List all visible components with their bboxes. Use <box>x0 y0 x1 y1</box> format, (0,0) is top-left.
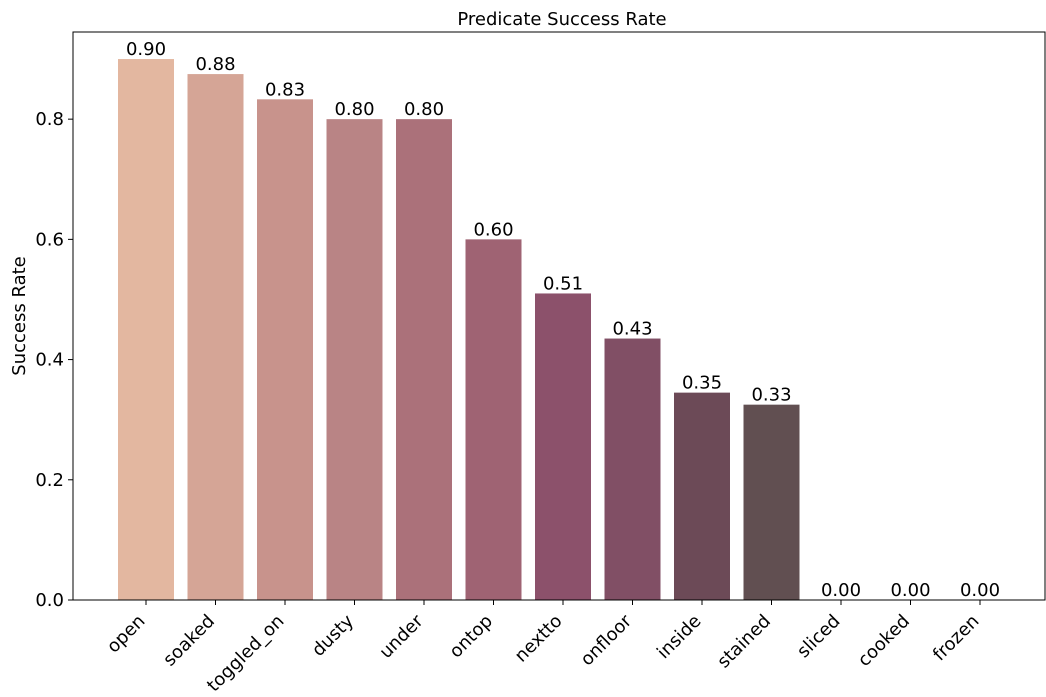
data-label-cooked: 0.00 <box>890 580 930 601</box>
bar-inside <box>674 392 730 600</box>
chart-title: Predicate Success Rate <box>457 9 666 30</box>
x-tick-label-sliced: sliced <box>793 611 844 662</box>
bar-toggled_on <box>257 99 313 601</box>
y-tick-label-0.4: 0.4 <box>35 350 64 371</box>
x-tick-label-under: under <box>375 610 428 663</box>
bar-open <box>118 59 174 601</box>
bar-dusty <box>326 119 383 600</box>
x-tick-label-inside: inside <box>653 611 706 664</box>
data-label-stained: 0.33 <box>751 385 791 406</box>
data-label-dusty: 0.80 <box>334 99 374 120</box>
x-tick-label-stained: stained <box>713 611 775 673</box>
data-label-soaked: 0.88 <box>195 54 235 75</box>
data-label-ontop: 0.60 <box>473 219 513 240</box>
data-label-open: 0.90 <box>126 39 166 60</box>
bar-onfloor <box>604 338 661 600</box>
x-tick-label-onfloor: onfloor <box>577 610 637 670</box>
data-label-inside: 0.35 <box>682 373 722 394</box>
bar-nextto <box>535 293 591 600</box>
data-label-toggled_on: 0.83 <box>265 79 305 100</box>
x-tick-label-nextto: nextto <box>511 611 567 667</box>
x-tick-label-frozen: frozen <box>929 611 984 666</box>
y-tick-label-0.8: 0.8 <box>35 109 64 130</box>
data-label-under: 0.80 <box>404 99 444 120</box>
x-tick-label-cooked: cooked <box>854 611 914 671</box>
data-label-frozen: 0.00 <box>960 580 1000 601</box>
y-tick-label-0.6: 0.6 <box>35 229 64 250</box>
x-tick-label-ontop: ontop <box>445 611 497 663</box>
y-tick-label-0.0: 0.0 <box>35 590 64 611</box>
x-tick-label-dusty: dusty <box>308 610 358 660</box>
bar-soaked <box>187 74 244 600</box>
x-tick-label-soaked: soaked <box>159 611 219 671</box>
plot-area: 0.90open0.88soaked0.83toggled_on0.80dust… <box>35 31 1046 696</box>
y-tick-label-0.2: 0.2 <box>35 470 64 491</box>
data-label-nextto: 0.51 <box>543 273 583 294</box>
y-axis-label: Success Rate <box>9 256 30 375</box>
axes-frame <box>72 31 1046 601</box>
bar-ontop <box>465 239 522 600</box>
x-tick-label-open: open <box>103 611 150 658</box>
bar-under <box>396 119 452 600</box>
bar-stained <box>743 404 800 600</box>
data-label-onfloor: 0.43 <box>612 319 652 340</box>
data-label-sliced: 0.00 <box>821 580 861 601</box>
